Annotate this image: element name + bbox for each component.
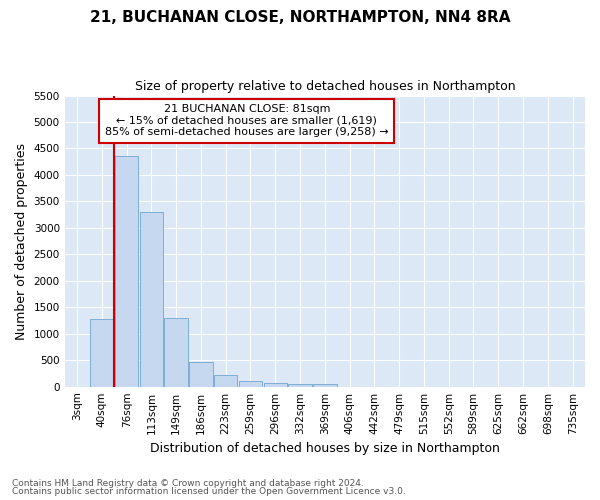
X-axis label: Distribution of detached houses by size in Northampton: Distribution of detached houses by size …	[150, 442, 500, 455]
Bar	[288, 384, 312, 386]
Text: 21 BUCHANAN CLOSE: 81sqm
← 15% of detached houses are smaller (1,619)
85% of sem: 21 BUCHANAN CLOSE: 81sqm ← 15% of detach…	[105, 104, 389, 138]
Bar	[263, 383, 287, 386]
Text: 21, BUCHANAN CLOSE, NORTHAMPTON, NN4 8RA: 21, BUCHANAN CLOSE, NORTHAMPTON, NN4 8RA	[90, 10, 510, 25]
Bar	[140, 212, 163, 386]
Bar	[115, 156, 139, 386]
Bar	[90, 320, 113, 386]
Bar	[313, 384, 337, 386]
Bar	[214, 375, 238, 386]
Y-axis label: Number of detached properties: Number of detached properties	[15, 142, 28, 340]
Bar	[164, 318, 188, 386]
Title: Size of property relative to detached houses in Northampton: Size of property relative to detached ho…	[134, 80, 515, 93]
Text: Contains public sector information licensed under the Open Government Licence v3: Contains public sector information licen…	[12, 487, 406, 496]
Text: Contains HM Land Registry data © Crown copyright and database right 2024.: Contains HM Land Registry data © Crown c…	[12, 478, 364, 488]
Bar	[239, 382, 262, 386]
Bar	[189, 362, 213, 386]
